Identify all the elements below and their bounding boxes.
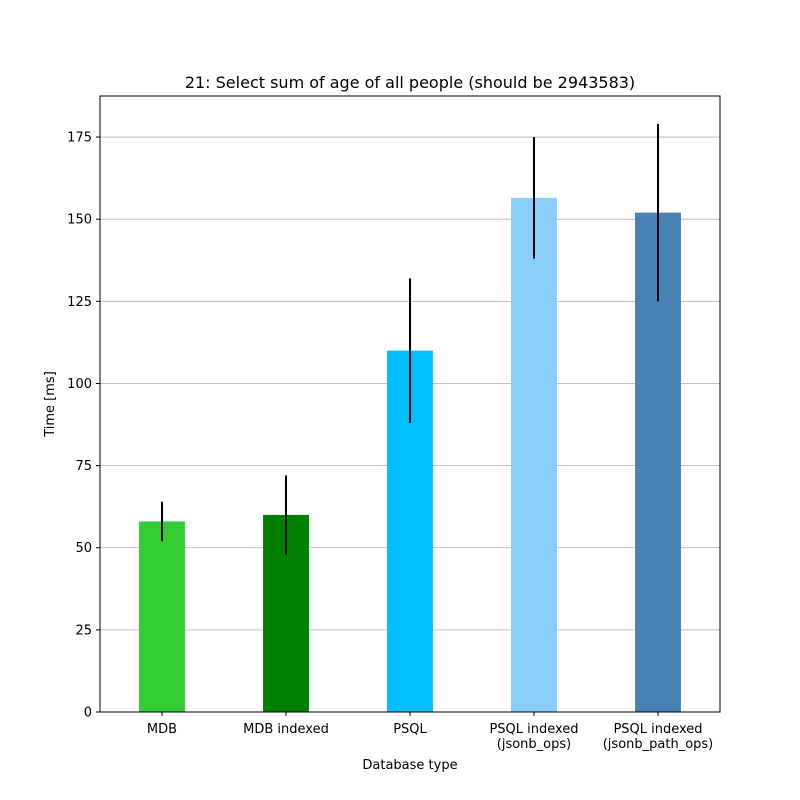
x-tick-label: (jsonb_ops)	[497, 737, 571, 752]
x-tick-label: MDB indexed	[243, 722, 329, 737]
y-tick-label: 175	[67, 131, 92, 146]
y-tick-label: 25	[75, 623, 92, 638]
y-tick-label: 150	[67, 213, 92, 228]
y-tick-label: 50	[75, 541, 92, 556]
x-tick-label: PSQL indexed	[489, 722, 578, 737]
y-tick-label: 75	[75, 459, 92, 474]
y-tick-label: 0	[84, 706, 92, 721]
chart-title: 21: Select sum of age of all people (sho…	[185, 73, 635, 92]
x-tick-label: PSQL	[393, 722, 427, 737]
x-tick-label: MDB	[147, 722, 177, 737]
bar	[139, 521, 185, 712]
x-axis-label: Database type	[362, 758, 457, 773]
bar	[511, 198, 557, 712]
x-tick-label: PSQL indexed	[613, 722, 702, 737]
x-tick-label: (jsonb_path_ops)	[603, 737, 714, 752]
y-tick-label: 100	[67, 377, 92, 392]
y-tick-label: 125	[67, 295, 92, 310]
y-axis-label: Time [ms]	[43, 371, 58, 438]
